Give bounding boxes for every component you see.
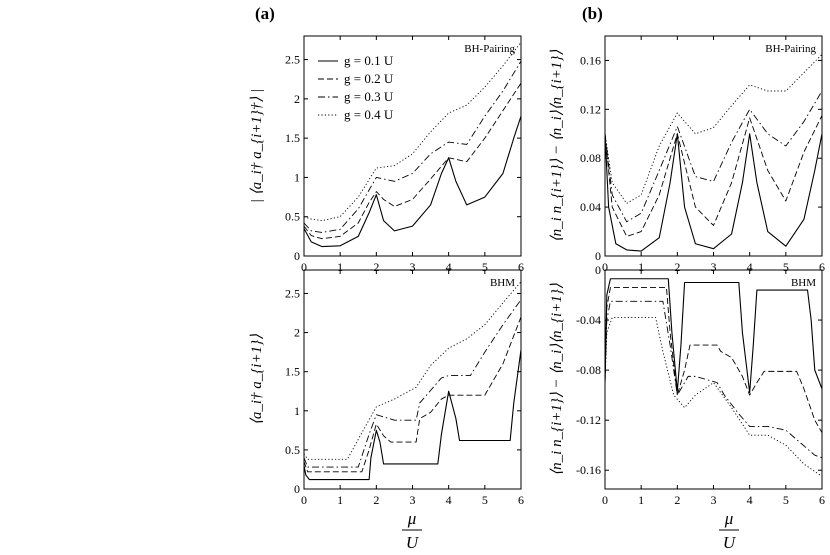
x-tick-label: 1: [337, 260, 343, 274]
series-line-03: [605, 300, 822, 459]
x-tick-label: 0: [602, 493, 608, 507]
y-tick-label: 0.04: [580, 200, 601, 214]
x-tick-label: 2: [373, 493, 379, 507]
x-tick-label: 4: [446, 260, 452, 274]
x-tick-label: 1: [337, 493, 343, 507]
y-tick-label: -0.12: [576, 413, 601, 427]
x-label-denominator-right: U: [723, 533, 737, 552]
y-axis-label: ⟨n_i n_{i+1}⟩ − ⟨n_i⟩⟨n_{i+1}⟩: [549, 50, 565, 243]
y-tick-label: 0.08: [580, 151, 601, 165]
y-tick-label: 2: [294, 92, 300, 106]
plot-frame: [303, 269, 522, 490]
x-axis-label-right: μ U: [719, 509, 739, 552]
x-tick-label: 5: [482, 260, 488, 274]
series-line-03: [304, 299, 521, 468]
y-tick-label: -0.04: [576, 313, 601, 327]
series-line-02: [605, 115, 822, 237]
x-label-numerator-left: μ: [407, 509, 417, 528]
y-tick-label: 2.5: [285, 286, 300, 300]
x-tick-label: 1: [638, 493, 644, 507]
y-tick-label: 2.5: [285, 53, 300, 67]
x-tick-label: 0: [602, 260, 608, 274]
panel-title: BHM: [490, 277, 515, 289]
series-line-03: [605, 90, 822, 223]
y-tick-label: 0.16: [580, 53, 601, 67]
series-line-04: [605, 54, 822, 204]
y-axis-label: | ⟨a_i† a_{i+1}†⟩ |: [249, 89, 265, 203]
chart-bhm-hopping: 0 1 2 3 4 5 6 0 0.5 1 1.5 2 2.5 ⟨a_i† a_{i+1}⟩ BHM: [249, 269, 524, 507]
chart-bh-pairing-density: 0 1 2 3 4 5 6 0 0.04 0.08 0.12 0.16 ⟨n_i n_{i+1}⟩ − …: [549, 35, 825, 274]
x-tick-label: 6: [819, 493, 825, 507]
x-axis-label-left: μ U: [402, 509, 422, 552]
panel-title: BH-Pairing: [765, 43, 816, 55]
x-tick-label: 4: [747, 493, 753, 507]
series-line-01: [605, 133, 822, 252]
y-tick-label: 0.5: [285, 210, 300, 224]
legend-entry: g = 0.2 U: [344, 71, 394, 86]
y-tick-label: 1.5: [285, 365, 300, 379]
plot-frame: [303, 35, 522, 257]
x-tick-label: 3: [711, 493, 717, 507]
x-tick-label: 3: [711, 260, 717, 274]
series-line-02: [605, 287, 822, 433]
legend-entry: g = 0.3 U: [344, 89, 394, 104]
series-line-04: [605, 317, 822, 477]
y-tick-label: 0: [595, 249, 601, 263]
y-tick-label: 0.5: [285, 443, 300, 457]
panel-title: BHM: [791, 277, 816, 289]
y-tick-label: -0.16: [576, 463, 601, 477]
y-axis-label: ⟨n_i n_{i+1}⟩ − ⟨n_i⟩⟨n_{i+1}⟩: [549, 283, 565, 476]
legend: g = 0.1 U g = 0.2 U g = 0.3 U g = 0.4 U: [318, 53, 394, 122]
x-label-numerator-right: μ: [724, 509, 734, 528]
series-line-02: [304, 316, 521, 473]
chart-bhm-density: 0 1 2 3 4 5 6 0 -0.04 -0.08 -0.12 -0.16 ⟨n_i n_{i+1}…: [549, 263, 825, 507]
y-tick-label: 1: [294, 404, 300, 418]
x-tick-label: 2: [674, 260, 680, 274]
x-tick-label: 5: [482, 493, 488, 507]
panel-label-a: (a): [255, 4, 275, 23]
y-tick-label: 0: [595, 263, 601, 277]
y-tick-label: 1.5: [285, 131, 300, 145]
y-tick-label: 2: [294, 326, 300, 340]
chart-bh-pairing-hopping: 0 1 2 3 4 5 6 0 0.5 1 1.5 2 2.5 | ⟨a_i† a_{i+1}†⟩ | BH…: [249, 35, 524, 274]
plot-frame: [604, 269, 823, 490]
x-tick-label: 5: [783, 260, 789, 274]
series-line-01: [304, 349, 521, 481]
plot-frame: [604, 35, 823, 257]
series-line-04: [304, 42, 521, 222]
x-tick-label: 6: [819, 260, 825, 274]
x-tick-label: 5: [783, 493, 789, 507]
x-tick-label: 0: [301, 493, 307, 507]
y-axis-label: ⟨a_i† a_{i+1}⟩: [249, 334, 265, 425]
panel-title: BH-Pairing: [464, 43, 515, 55]
series-line-03: [304, 60, 521, 233]
x-tick-label: 3: [410, 260, 416, 274]
panel-label-b: (b): [582, 4, 603, 23]
x-tick-label: 6: [518, 493, 524, 507]
series-line-01: [304, 115, 521, 248]
x-tick-label: 4: [446, 493, 452, 507]
x-tick-label: 2: [373, 260, 379, 274]
x-tick-label: 2: [674, 493, 680, 507]
y-tick-label: -0.08: [576, 363, 601, 377]
x-tick-label: 1: [638, 260, 644, 274]
y-tick-label: 0.12: [580, 102, 601, 116]
series-line-02: [304, 82, 521, 240]
x-tick-label: 0: [301, 260, 307, 274]
legend-entry: g = 0.4 U: [344, 107, 394, 122]
y-tick-label: 1: [294, 170, 300, 184]
x-tick-label: 6: [518, 260, 524, 274]
x-label-denominator-left: U: [406, 533, 420, 552]
series-line-04: [304, 281, 521, 460]
y-tick-label: 0: [294, 249, 300, 263]
x-tick-label: 3: [410, 493, 416, 507]
x-tick-label: 4: [747, 260, 753, 274]
series-line-01: [605, 278, 822, 394]
y-tick-label: 0: [294, 482, 300, 496]
legend-entry: g = 0.1 U: [344, 53, 394, 68]
